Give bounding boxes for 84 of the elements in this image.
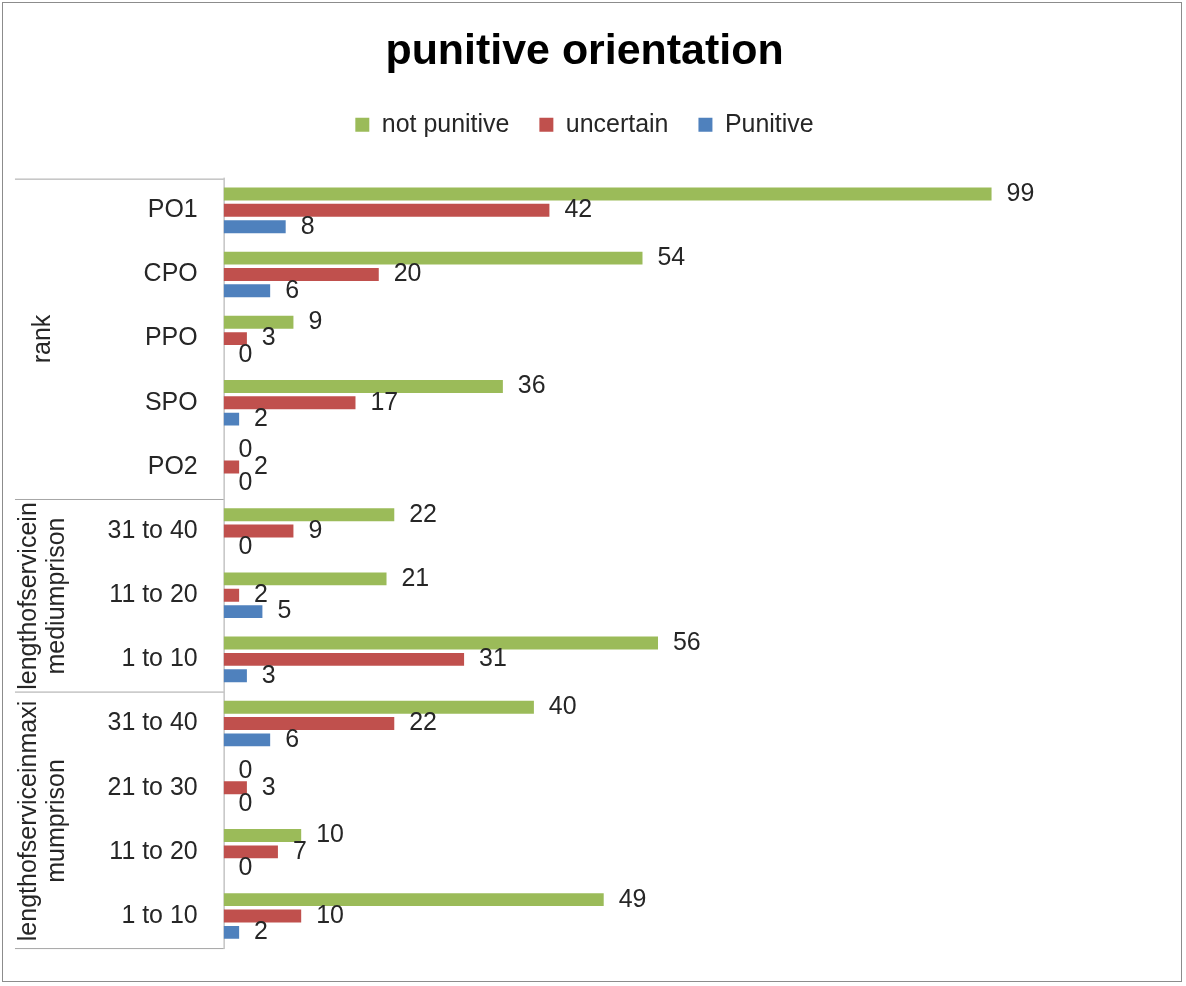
bar (223, 315, 294, 329)
data-label: 3 (261, 322, 276, 351)
data-label: 10 (316, 899, 344, 928)
text: lengthofserviceinmediumprison (13, 501, 69, 691)
bar (223, 925, 240, 939)
bar (223, 909, 302, 923)
bar (223, 829, 302, 842)
y-tick-label: PO1 (147, 194, 198, 223)
data-label: 3 (261, 771, 276, 800)
data-label: 20 (393, 258, 422, 287)
data-label: 17 (370, 386, 399, 415)
data-label: 7 (292, 835, 307, 864)
data-label: 2 (254, 916, 268, 945)
y-tick-label: 1 to 10 (121, 643, 198, 672)
legend-label: Punitive (724, 108, 814, 137)
data-label: 10 (316, 819, 344, 848)
bar (223, 460, 240, 474)
y-tick-label: 21 to 30 (107, 771, 198, 800)
bar (223, 781, 247, 795)
data-label: 3 (261, 659, 276, 688)
y-tick-label: PO2 (147, 450, 198, 479)
bar (223, 379, 503, 393)
bar (223, 669, 247, 683)
legend-label: uncertain (565, 108, 669, 137)
data-label: 5 (277, 595, 292, 624)
bar (223, 187, 992, 201)
bar (223, 396, 356, 410)
data-label: 2 (254, 579, 268, 608)
text: rank (27, 314, 55, 366)
data-label: 21 (401, 562, 430, 591)
bar (223, 524, 294, 538)
legend-label: not punitive (381, 108, 510, 137)
bar (223, 572, 387, 586)
data-label: 6 (285, 723, 300, 752)
bar (223, 605, 263, 619)
data-label: 31 (479, 643, 507, 672)
y-tick-label: SPO (144, 386, 198, 415)
data-label: 0 (238, 531, 253, 560)
bar (223, 652, 465, 666)
data-label: 9 (308, 306, 323, 335)
bar (223, 332, 247, 346)
data-label: 40 (548, 691, 577, 720)
bar (223, 636, 659, 650)
data-label: 99 (1006, 177, 1035, 206)
bar (223, 220, 286, 234)
y-tick-label: CPO (143, 258, 198, 287)
data-label: 2 (254, 450, 268, 479)
data-label: 0 (238, 852, 253, 881)
y-tick-label: 31 to 40 (107, 707, 198, 736)
data-label: 6 (285, 274, 300, 303)
chart-title: punitive orientation (385, 24, 784, 73)
bar (223, 717, 395, 730)
y-tick-label: 11 to 20 (109, 579, 198, 608)
bar (223, 203, 550, 217)
data-label: 0 (238, 434, 253, 463)
bar (223, 588, 240, 602)
data-label: 8 (300, 210, 315, 239)
data-label: 0 (238, 787, 253, 816)
y-tick-label: 31 to 40 (107, 514, 198, 543)
y-tick-label: 11 to 20 (109, 835, 198, 864)
bar (223, 893, 604, 907)
data-label: 22 (409, 707, 438, 736)
data-label: 54 (657, 241, 686, 270)
data-label: 22 (409, 498, 438, 527)
bar (223, 733, 271, 747)
data-label: 42 (564, 194, 593, 223)
y-tick-label: PPO (144, 322, 198, 351)
bar (223, 268, 379, 281)
data-label: 36 (517, 370, 546, 399)
bar (223, 845, 278, 859)
data-label: 9 (308, 514, 323, 543)
data-label: 56 (672, 626, 701, 655)
text: lengthofserviceinmaximumprison (13, 700, 69, 944)
data-label: 0 (238, 467, 253, 496)
bar (223, 700, 534, 714)
y-tick-label: 1 to 10 (121, 899, 198, 928)
data-label: 0 (238, 755, 253, 784)
data-label: 49 (618, 883, 647, 912)
bar (223, 412, 240, 426)
bar (223, 508, 395, 522)
data-label: 2 (254, 403, 268, 432)
bar (223, 251, 643, 265)
data-label: 0 (238, 338, 253, 367)
bar (223, 284, 271, 298)
